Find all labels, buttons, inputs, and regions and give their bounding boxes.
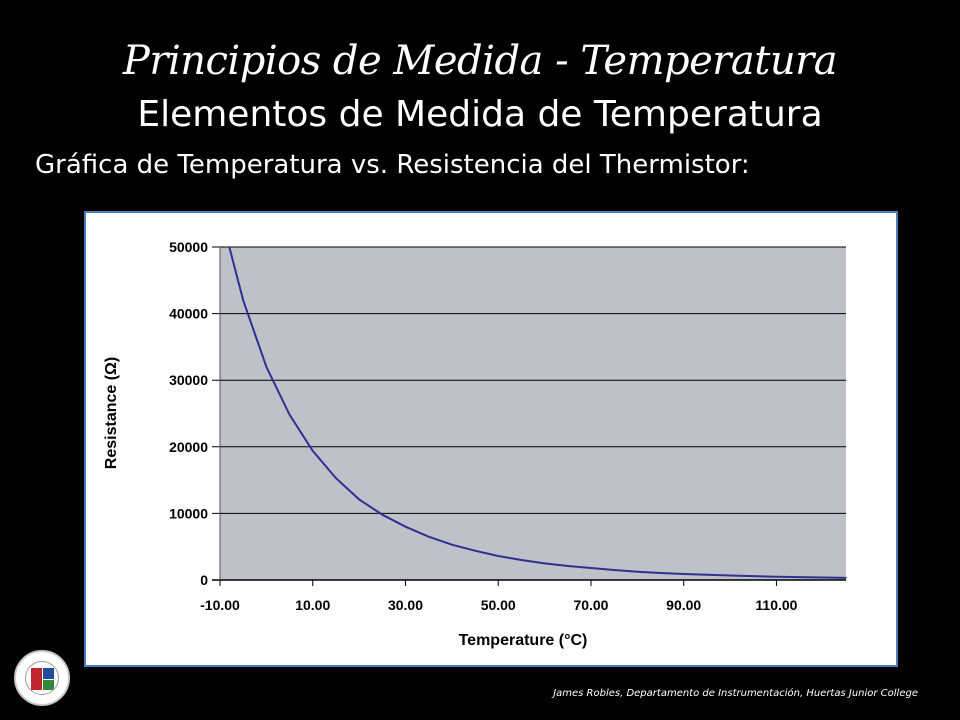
plot-area [220, 247, 846, 580]
x-tick-label: 70.00 [573, 597, 608, 613]
curve-point [706, 574, 708, 576]
y-tick-label: 30000 [169, 372, 208, 388]
grid-lines [212, 246, 846, 581]
curve-point [474, 549, 476, 552]
chart-svg: -10.00 10.00 30.00 50.00 70.00 90.00 110.00 0 1… [103, 239, 847, 649]
curve-point [775, 575, 778, 578]
x-axis-label: Temperature (°C) [459, 632, 588, 649]
y-tick-label: 20000 [169, 439, 208, 455]
curve-point [358, 498, 360, 501]
slide-footer: James Robles, Departamento de Instrument… [553, 688, 918, 699]
x-tick-label: 90.00 [666, 597, 701, 613]
y-tick-label: 40000 [169, 306, 208, 322]
curve-point [265, 366, 268, 368]
resistance-curve [228, 246, 847, 579]
curve-point [590, 567, 592, 569]
curve-point [752, 575, 755, 577]
curve-point [242, 299, 244, 302]
curve-point [636, 570, 639, 573]
curve-point [427, 535, 430, 538]
y-tick-label: 10000 [169, 505, 208, 521]
curve-point [520, 559, 523, 561]
curve-point [613, 569, 615, 571]
y-tick-label: 50000 [169, 239, 208, 255]
curve-point [822, 576, 824, 579]
x-axis-ticks: -10.00 10.00 30.00 50.00 70.00 90.00 110.00 [200, 580, 798, 613]
curve-point [543, 562, 546, 565]
curve-point [404, 525, 407, 528]
x-tick-label: 110.00 [755, 597, 797, 613]
curve-point [228, 246, 231, 248]
x-tick-label: 50.00 [481, 597, 516, 613]
slide-subtitle: Gráfica de Temperatura vs. Resistencia d… [35, 150, 750, 180]
slide-script-title: Principios de Medida - Temperatura [122, 38, 838, 84]
curve-point [566, 565, 569, 567]
data-points [228, 246, 847, 579]
y-axis-ticks: 0 10000 20000 30000 40000 50000 [169, 239, 208, 588]
college-seal-logo [14, 650, 70, 706]
curve-point [798, 576, 801, 578]
chart-frame: -10.00 10.00 30.00 50.00 70.00 90.00 110.00 0 1… [84, 211, 898, 667]
curve-point [381, 513, 384, 516]
y-tick-label: 0 [200, 572, 208, 588]
curve-point [682, 573, 685, 575]
x-tick-label: 10.00 [295, 597, 330, 613]
x-tick-label: 30.00 [388, 597, 423, 613]
seal-shield-red [31, 668, 42, 690]
curve-point [659, 572, 662, 574]
curve-point [451, 543, 453, 546]
curve-point [729, 574, 731, 577]
x-tick-label: -10.00 [200, 597, 240, 613]
curve-point [335, 477, 337, 479]
y-axis-label: Resistance (Ω) [103, 357, 120, 469]
curve-point [311, 449, 314, 452]
seal-shield-green [43, 680, 54, 690]
slide-main-title: Elementos de Medida de Temperatura [137, 94, 823, 135]
college-seal-emblem [25, 661, 59, 695]
curve-point [288, 414, 291, 416]
curve-point [497, 555, 500, 557]
curve-point [845, 577, 847, 579]
seal-shield-blue [43, 668, 54, 679]
